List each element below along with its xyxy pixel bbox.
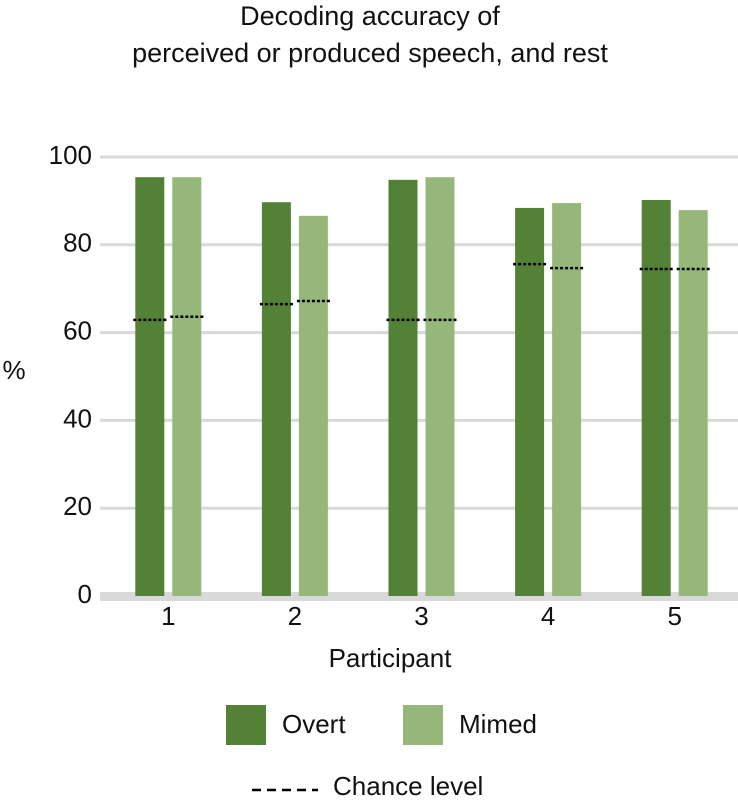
x-tick-label: 3: [414, 601, 428, 631]
y-tick-label: 100: [49, 140, 92, 170]
baseline: [100, 592, 738, 601]
bar: [298, 215, 328, 597]
y-tick-label: 80: [63, 228, 92, 258]
x-tick-label: 5: [667, 601, 681, 631]
bar: [641, 200, 671, 596]
legend-label: Chance level: [333, 771, 483, 801]
bar: [515, 207, 545, 596]
x-axis-label: Participant: [329, 643, 453, 673]
y-axis-label: %: [2, 355, 25, 385]
y-tick-label: 40: [63, 403, 92, 433]
bar: [678, 210, 708, 596]
bar: [552, 203, 582, 596]
x-tick-label: 1: [161, 601, 175, 631]
bar: [388, 179, 418, 596]
y-tick-label: 0: [78, 579, 92, 609]
legend-swatch: [403, 705, 443, 745]
x-tick-label: 2: [288, 601, 302, 631]
x-tick-label: 4: [541, 601, 555, 631]
bar: [135, 177, 165, 596]
chart-title: perceived or produced speech, and rest: [132, 38, 608, 68]
y-tick-label: 60: [63, 315, 92, 345]
legend-label: Mimed: [459, 709, 537, 739]
bar: [425, 177, 455, 596]
legend-swatch: [226, 705, 266, 745]
bar: [261, 202, 291, 597]
legend-label: Overt: [282, 709, 346, 739]
y-tick-label: 20: [63, 491, 92, 521]
bar: [172, 177, 202, 596]
chart-title: Decoding accuracy of: [240, 1, 500, 31]
